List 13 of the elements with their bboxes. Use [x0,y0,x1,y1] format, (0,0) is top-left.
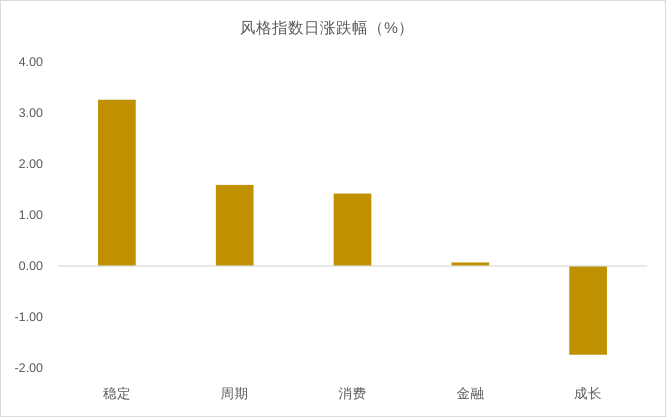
xtick-label: 稳定 [102,386,131,401]
ytick-label: 3.00 [18,106,43,120]
ytick-label: -1.00 [14,310,43,324]
xtick-label: 消费 [338,386,366,401]
ytick-label: -2.00 [14,361,43,375]
xtick-label: 成长 [574,386,602,401]
ytick-label: 4.00 [18,55,43,69]
xtick-label: 金融 [456,386,484,401]
ytick-label: 0.00 [18,259,43,273]
title: 风格指数日涨跌幅（%） [240,20,414,37]
xtick-label: 周期 [220,386,249,401]
ytick-label: 1.00 [18,208,43,222]
ytick-label: 2.00 [18,157,43,171]
